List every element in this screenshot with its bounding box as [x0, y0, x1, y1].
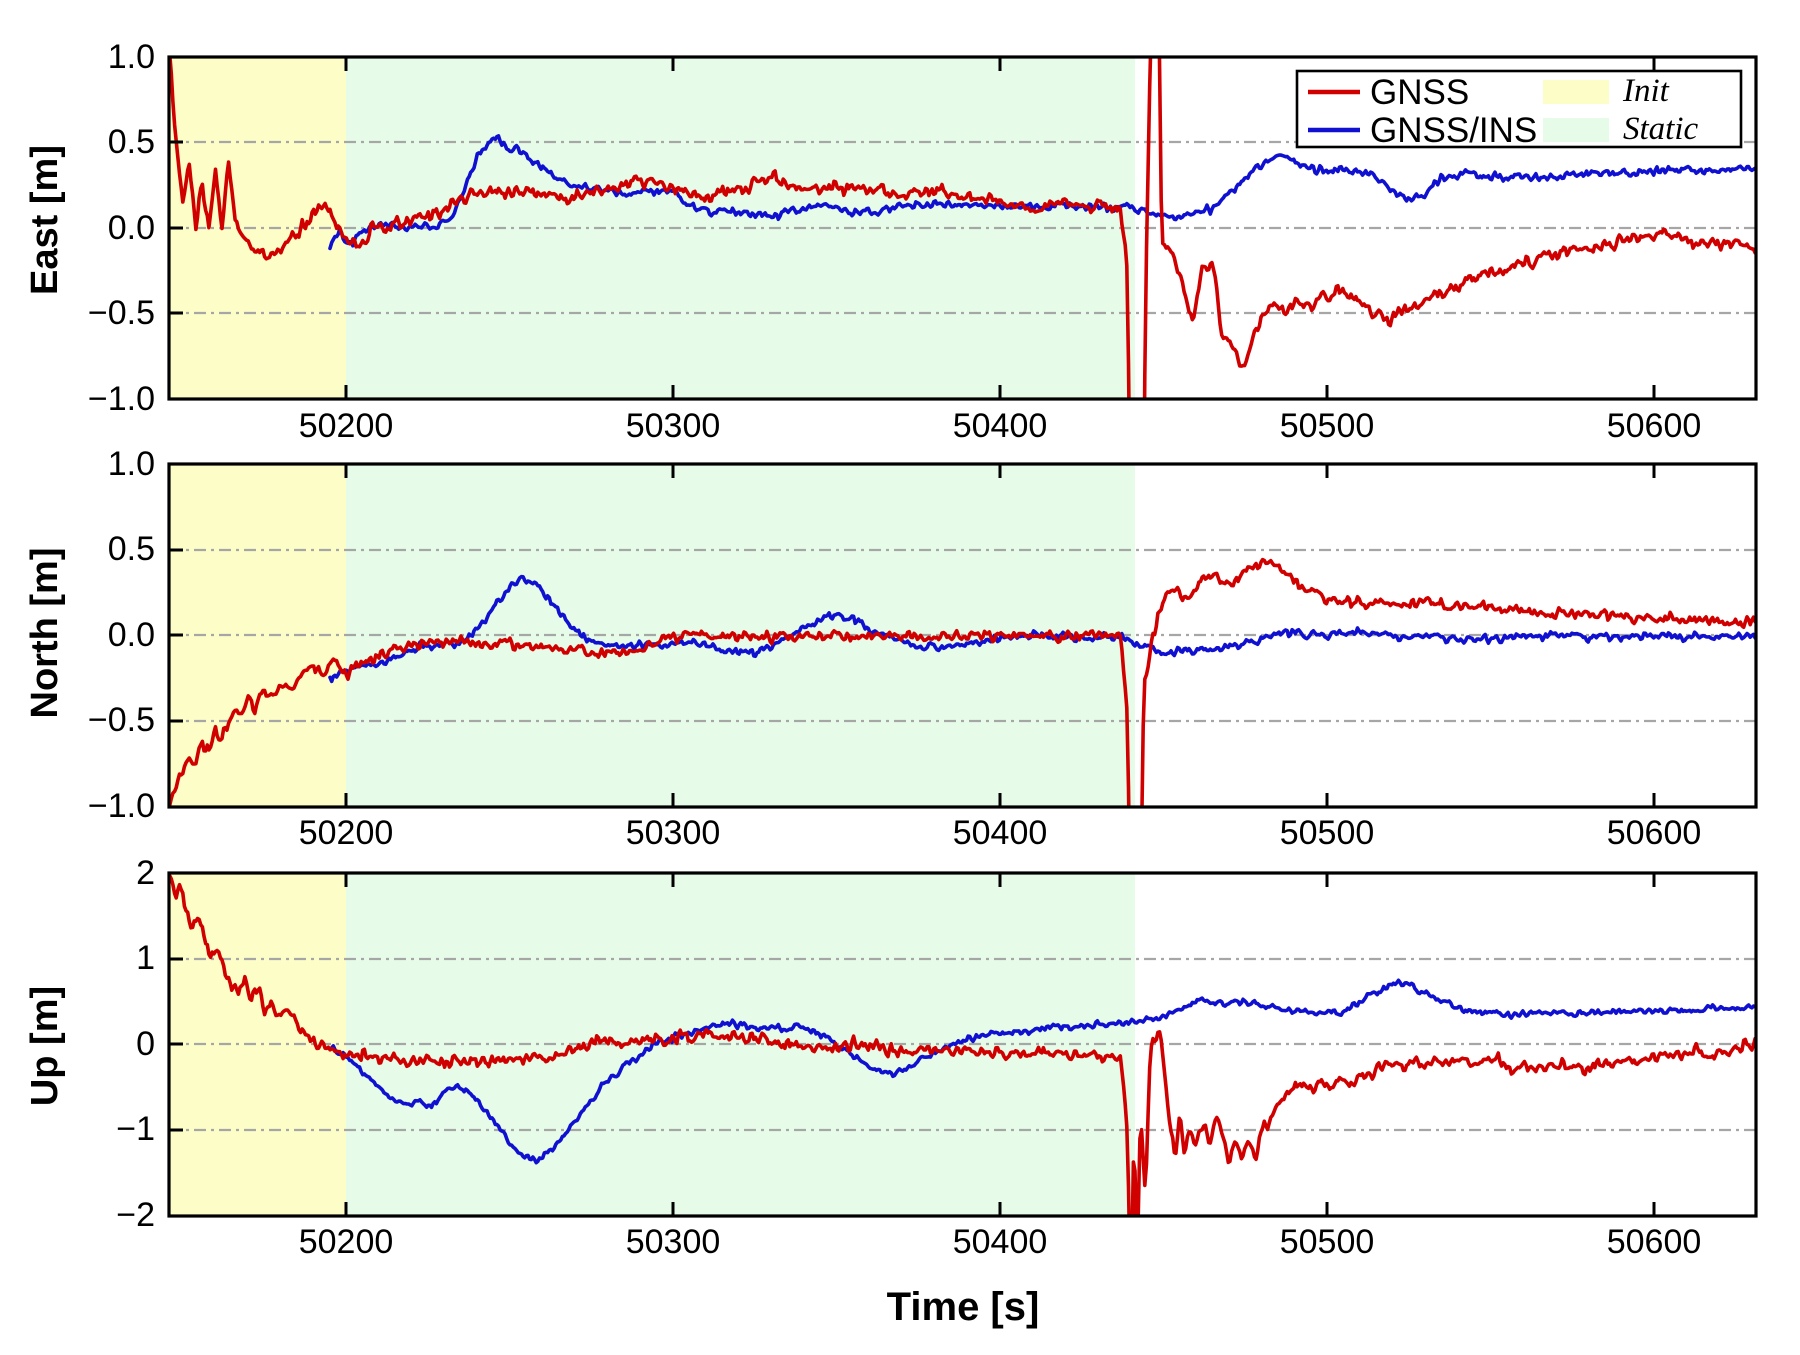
svg-text:Init: Init: [1622, 73, 1670, 109]
svg-text:−1: −1: [116, 1110, 155, 1148]
svg-text:−0.5: −0.5: [88, 701, 155, 739]
svg-text:0.5: 0.5: [108, 530, 155, 568]
svg-text:Static: Static: [1623, 111, 1699, 147]
svg-text:50600: 50600: [1607, 814, 1702, 852]
svg-text:0.0: 0.0: [108, 616, 155, 654]
svg-text:North [m]: North [m]: [24, 548, 66, 719]
svg-text:1.0: 1.0: [108, 445, 155, 483]
svg-text:1: 1: [136, 939, 155, 977]
svg-text:50500: 50500: [1280, 407, 1375, 445]
svg-text:−1.0: −1.0: [88, 787, 155, 825]
svg-text:50400: 50400: [953, 407, 1048, 445]
svg-text:0: 0: [136, 1025, 155, 1063]
svg-text:2: 2: [136, 854, 155, 892]
svg-text:East [m]: East [m]: [24, 145, 66, 295]
svg-text:50300: 50300: [626, 407, 721, 445]
svg-text:Time [s]: Time [s]: [887, 1285, 1040, 1329]
svg-text:50500: 50500: [1280, 1223, 1375, 1261]
svg-text:50200: 50200: [299, 814, 394, 852]
svg-text:0.5: 0.5: [108, 123, 155, 161]
svg-text:−0.5: −0.5: [88, 294, 155, 332]
svg-text:50500: 50500: [1280, 814, 1375, 852]
svg-text:Up [m]: Up [m]: [24, 986, 66, 1106]
svg-text:50300: 50300: [626, 1223, 721, 1261]
svg-text:50200: 50200: [299, 1223, 394, 1261]
svg-text:50200: 50200: [299, 407, 394, 445]
svg-text:1.0: 1.0: [108, 38, 155, 76]
svg-text:50600: 50600: [1607, 1223, 1702, 1261]
svg-text:50300: 50300: [626, 814, 721, 852]
svg-text:50400: 50400: [953, 814, 1048, 852]
svg-text:GNSS: GNSS: [1370, 73, 1469, 112]
svg-text:−2: −2: [116, 1196, 155, 1234]
svg-text:50600: 50600: [1607, 407, 1702, 445]
svg-text:50400: 50400: [953, 1223, 1048, 1261]
svg-text:GNSS/INS: GNSS/INS: [1370, 111, 1537, 150]
svg-text:0.0: 0.0: [108, 209, 155, 247]
svg-text:−1.0: −1.0: [88, 380, 155, 418]
